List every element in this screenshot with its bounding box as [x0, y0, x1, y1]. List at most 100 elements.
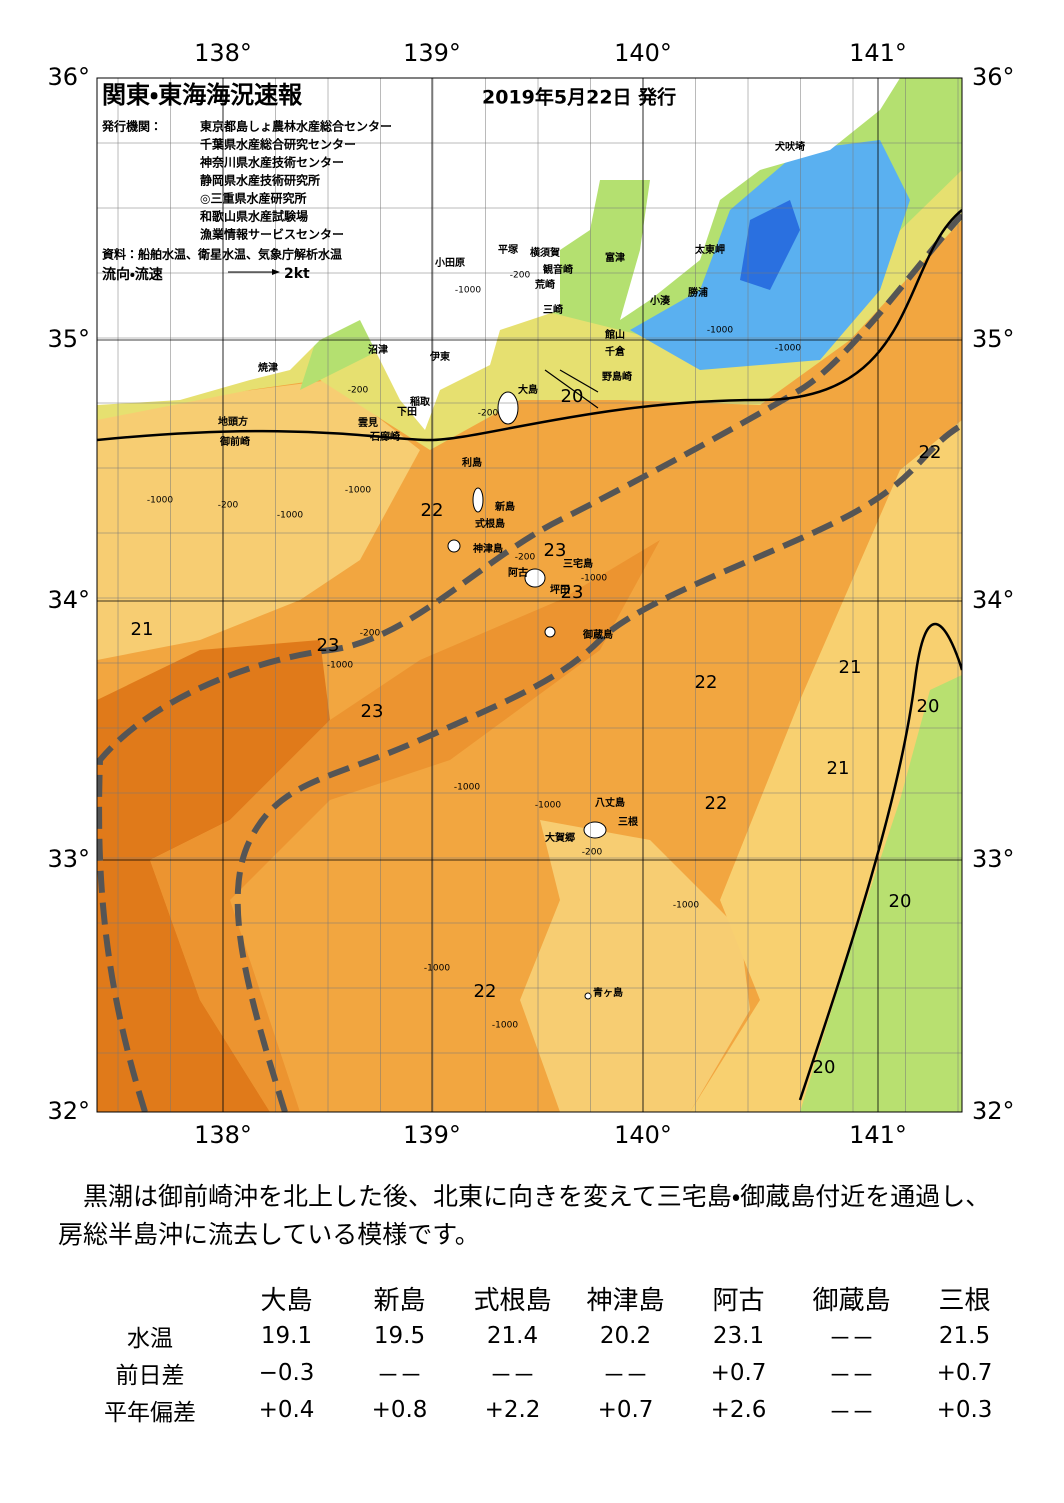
place-name: 大島 — [518, 383, 538, 396]
map: 関東・東海海況速報 2019年5月22日 発行 発行機関： 資料：船舶水温、衛星… — [47, 39, 1015, 1149]
lon-label: 139° — [403, 39, 461, 67]
issuer: 神奈川県水産技術センター — [199, 155, 344, 170]
place-name: 御蔵島 — [582, 628, 613, 641]
place-name: 館山 — [604, 328, 625, 341]
legend-arrow-head — [272, 269, 280, 275]
place-name: 平塚 — [498, 243, 519, 256]
table-cell: −0.3 — [258, 1359, 315, 1386]
temperature-label: 22 — [919, 442, 942, 463]
temperature-label: 23 — [317, 635, 340, 656]
place-name: 石廊崎 — [369, 430, 400, 443]
place-name: 横須賀 — [530, 246, 560, 259]
place-name: 野島崎 — [602, 370, 632, 383]
place-name: 御前崎 — [219, 435, 250, 448]
temperature-label: 23 — [544, 540, 567, 561]
table-cell: 三根 — [938, 1286, 991, 1316]
table-cell: +0.8 — [371, 1396, 428, 1423]
temperature-label: 20 — [561, 386, 584, 407]
table-cell: +2.6 — [710, 1396, 767, 1423]
place-name: 八丈島 — [595, 796, 625, 809]
lat-label: 34° — [47, 586, 90, 614]
place-name: 大賀郷 — [545, 831, 575, 844]
lat-label: 35° — [972, 325, 1015, 353]
place-name: 小湊 — [649, 294, 671, 307]
table-cell: 23.1 — [712, 1322, 765, 1349]
table-cell: －－ — [489, 1362, 536, 1389]
place-name: 千倉 — [605, 345, 626, 358]
temperature-label: 22 — [705, 793, 728, 814]
place-name: 神津島 — [472, 542, 503, 555]
legend-speed: 2kt — [284, 266, 310, 282]
legend-label: 流向・流速 — [102, 266, 163, 283]
lon-label: 138° — [194, 39, 252, 67]
map-area — [97, 78, 962, 1112]
lat-label: 36° — [47, 63, 90, 91]
temperature-label: 20 — [813, 1057, 836, 1078]
depth-label: -200 — [218, 501, 239, 511]
place-name: 観音崎 — [543, 263, 573, 276]
issuer: 漁業情報サービスセンター — [200, 227, 344, 242]
isotherm — [798, 622, 962, 1101]
temperature-label: 21 — [827, 758, 850, 779]
temperature-label: 21 — [131, 619, 154, 640]
lat-label: 34° — [972, 586, 1015, 614]
depth-label: -200 — [582, 848, 603, 858]
lon-label: 141° — [849, 39, 907, 67]
issuer: 静岡県水産技術研究所 — [200, 173, 320, 188]
place-name: 勝浦 — [688, 286, 708, 299]
issuer: ◎三重県水産研究所 — [200, 191, 306, 206]
date: 2019年5月22日 発行 — [482, 86, 676, 109]
lon-label: 139° — [403, 1121, 461, 1149]
depth-label: -1000 — [581, 574, 607, 584]
grid — [97, 78, 962, 1112]
place-name: 太東岬 — [694, 243, 725, 256]
temperature-label: 21 — [839, 657, 862, 678]
title: 関東・東海海況速報 — [102, 81, 303, 109]
place-name: 式根島 — [475, 517, 505, 530]
description: 黒潮は御前崎沖を北上した後、北東に向きを変えて三宅島・御蔵島付近を通過し、房総半… — [58, 1182, 991, 1249]
issuers-label: 発行機関： — [101, 119, 162, 134]
table-cell: +0.4 — [258, 1396, 315, 1423]
table-cell: 19.5 — [373, 1322, 426, 1349]
place-name: 雲見 — [358, 417, 378, 429]
depth-label: -1000 — [327, 661, 353, 671]
depth-label: -1000 — [535, 801, 561, 811]
table-row: 前日差 −0.3 －－ －－ －－ +0.7 －－ +0.7 — [70, 1354, 1021, 1391]
table-cell: +0.7 — [936, 1359, 993, 1386]
current-arrow — [544, 369, 599, 409]
depth-label: -1000 — [673, 901, 699, 911]
depth-label: -200 — [348, 386, 369, 396]
depth-label: -200 — [360, 629, 381, 639]
table-cell: 水温 — [127, 1325, 173, 1352]
table-cell: 新島 — [373, 1286, 426, 1316]
place-name: 下田 — [397, 406, 417, 418]
table-cell: +2.2 — [484, 1396, 541, 1423]
place-name: 新島 — [494, 500, 515, 513]
temperature-label: 23 — [561, 582, 584, 603]
issuer: 千葉県水産総合研究センター — [200, 137, 356, 152]
lat-label: 32° — [47, 1097, 90, 1125]
place-name: 利島 — [462, 456, 482, 469]
lat-label: 36° — [972, 63, 1015, 91]
lon-label: 138° — [194, 1121, 252, 1149]
table-row: 平年偏差 +0.4 +0.8 +2.2 +0.7 +2.6 －－ +0.3 — [70, 1391, 1021, 1428]
table-cell: －－ — [828, 1325, 875, 1352]
table-cell: －－ — [828, 1362, 875, 1389]
depth-label: -200 — [510, 271, 531, 281]
place-name: 犬吠埼 — [775, 140, 805, 153]
kuroshio-edge — [97, 212, 962, 1112]
table-cell: －－ — [602, 1362, 649, 1389]
temperature-label: 22 — [695, 672, 718, 693]
depth-label: -1000 — [492, 1021, 518, 1031]
place-name: 伊東 — [429, 350, 450, 363]
table-cell: 21.4 — [486, 1322, 539, 1349]
table-cell: 大島 — [260, 1286, 313, 1316]
place-name: 坪田 — [550, 583, 570, 596]
lon-label: 140° — [614, 39, 672, 67]
table-cell: 21.5 — [938, 1322, 991, 1349]
temperature-label: 20 — [889, 891, 912, 912]
depth-label: -1000 — [775, 344, 801, 354]
table-cell: 御蔵島 — [812, 1286, 891, 1316]
place-name: 富津 — [605, 251, 625, 264]
depth-label: -1000 — [455, 286, 481, 296]
